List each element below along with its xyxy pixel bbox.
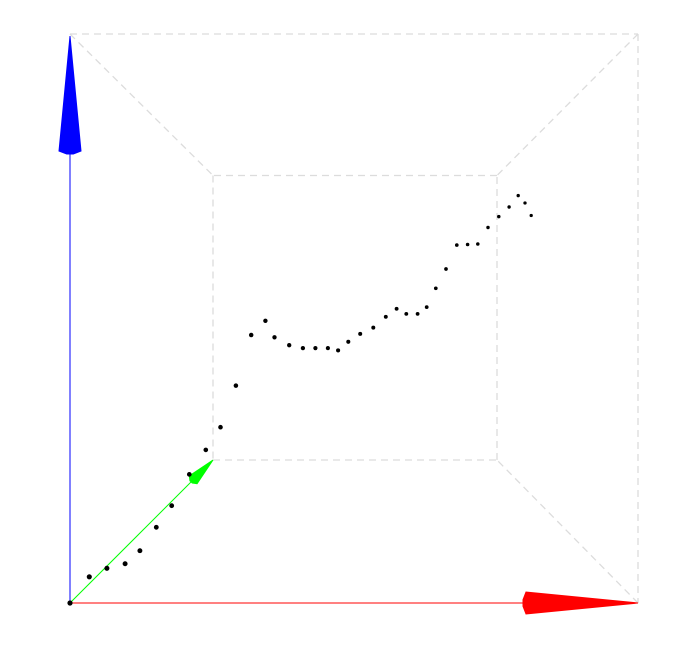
data-point-9 — [218, 424, 223, 430]
data-point-8 — [203, 447, 209, 453]
data-point-4 — [137, 548, 143, 554]
axes — [58, 35, 639, 615]
data-point-6 — [169, 503, 175, 509]
data-point-21 — [371, 325, 376, 330]
data-point-7 — [186, 472, 192, 477]
data-point-36 — [523, 201, 527, 205]
data-point-30 — [465, 242, 470, 247]
data-point-19 — [346, 339, 351, 344]
data-point-15 — [300, 345, 306, 351]
data-points — [67, 193, 533, 606]
data-point-10 — [233, 383, 239, 388]
data-point-0 — [67, 600, 73, 606]
data-point-29 — [455, 243, 459, 247]
y-axis-line — [69, 471, 202, 604]
bounding-box — [69, 33, 639, 604]
data-point-31 — [476, 242, 480, 246]
data-point-3 — [122, 561, 128, 567]
data-point-25 — [415, 312, 420, 316]
data-point-33 — [497, 214, 501, 219]
x-axis-arrowhead — [522, 591, 639, 615]
data-point-5 — [153, 524, 159, 530]
data-point-1 — [86, 574, 92, 580]
data-point-26 — [424, 305, 429, 309]
data-point-34 — [507, 205, 511, 209]
data-point-24 — [404, 311, 409, 316]
data-point-35 — [516, 193, 520, 198]
data-point-28 — [444, 267, 448, 271]
box-edge-bottom-right-depth — [496, 459, 639, 604]
data-point-23 — [394, 306, 399, 311]
data-point-12 — [263, 318, 268, 323]
data-point-32 — [486, 225, 490, 230]
data-point-27 — [433, 286, 438, 291]
box-edge-top-right-depth — [496, 33, 639, 176]
data-point-11 — [248, 332, 254, 338]
box-edge-top-left-depth — [69, 33, 214, 176]
data-point-13 — [272, 335, 277, 340]
data-point-18 — [336, 348, 341, 353]
y-axis-arrowhead — [188, 459, 214, 485]
data-point-14 — [287, 343, 292, 348]
data-point-2 — [104, 565, 110, 571]
data-point-20 — [358, 331, 363, 336]
data-point-37 — [529, 213, 533, 218]
data-point-17 — [325, 346, 330, 351]
data-point-16 — [313, 346, 318, 351]
z-axis-arrowhead — [58, 35, 82, 155]
data-point-22 — [383, 314, 388, 319]
